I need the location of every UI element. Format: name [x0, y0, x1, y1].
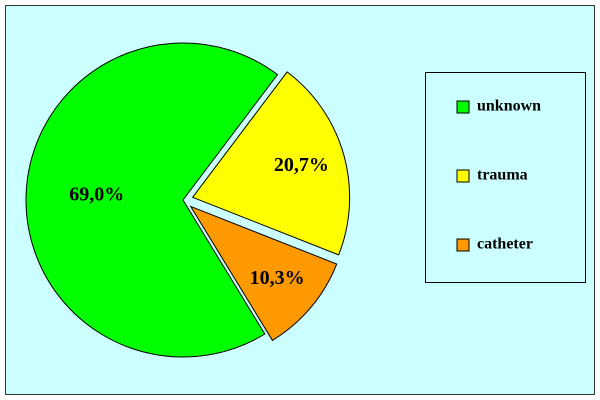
- data-label: 10,3%: [250, 267, 305, 289]
- legend-swatch: [456, 169, 470, 183]
- legend-swatch: [456, 238, 470, 252]
- data-label: 69,0%: [69, 183, 124, 205]
- legend-label: unknown: [477, 98, 541, 115]
- legend-box: [425, 72, 586, 283]
- pie-slice: [25, 42, 279, 358]
- legend-swatch: [456, 100, 470, 114]
- legend-label: trauma: [477, 167, 528, 184]
- legend-label: catheter: [477, 236, 533, 253]
- pie-slice: [191, 71, 351, 256]
- data-label: 20,7%: [274, 154, 329, 176]
- pie-slice: [189, 205, 338, 342]
